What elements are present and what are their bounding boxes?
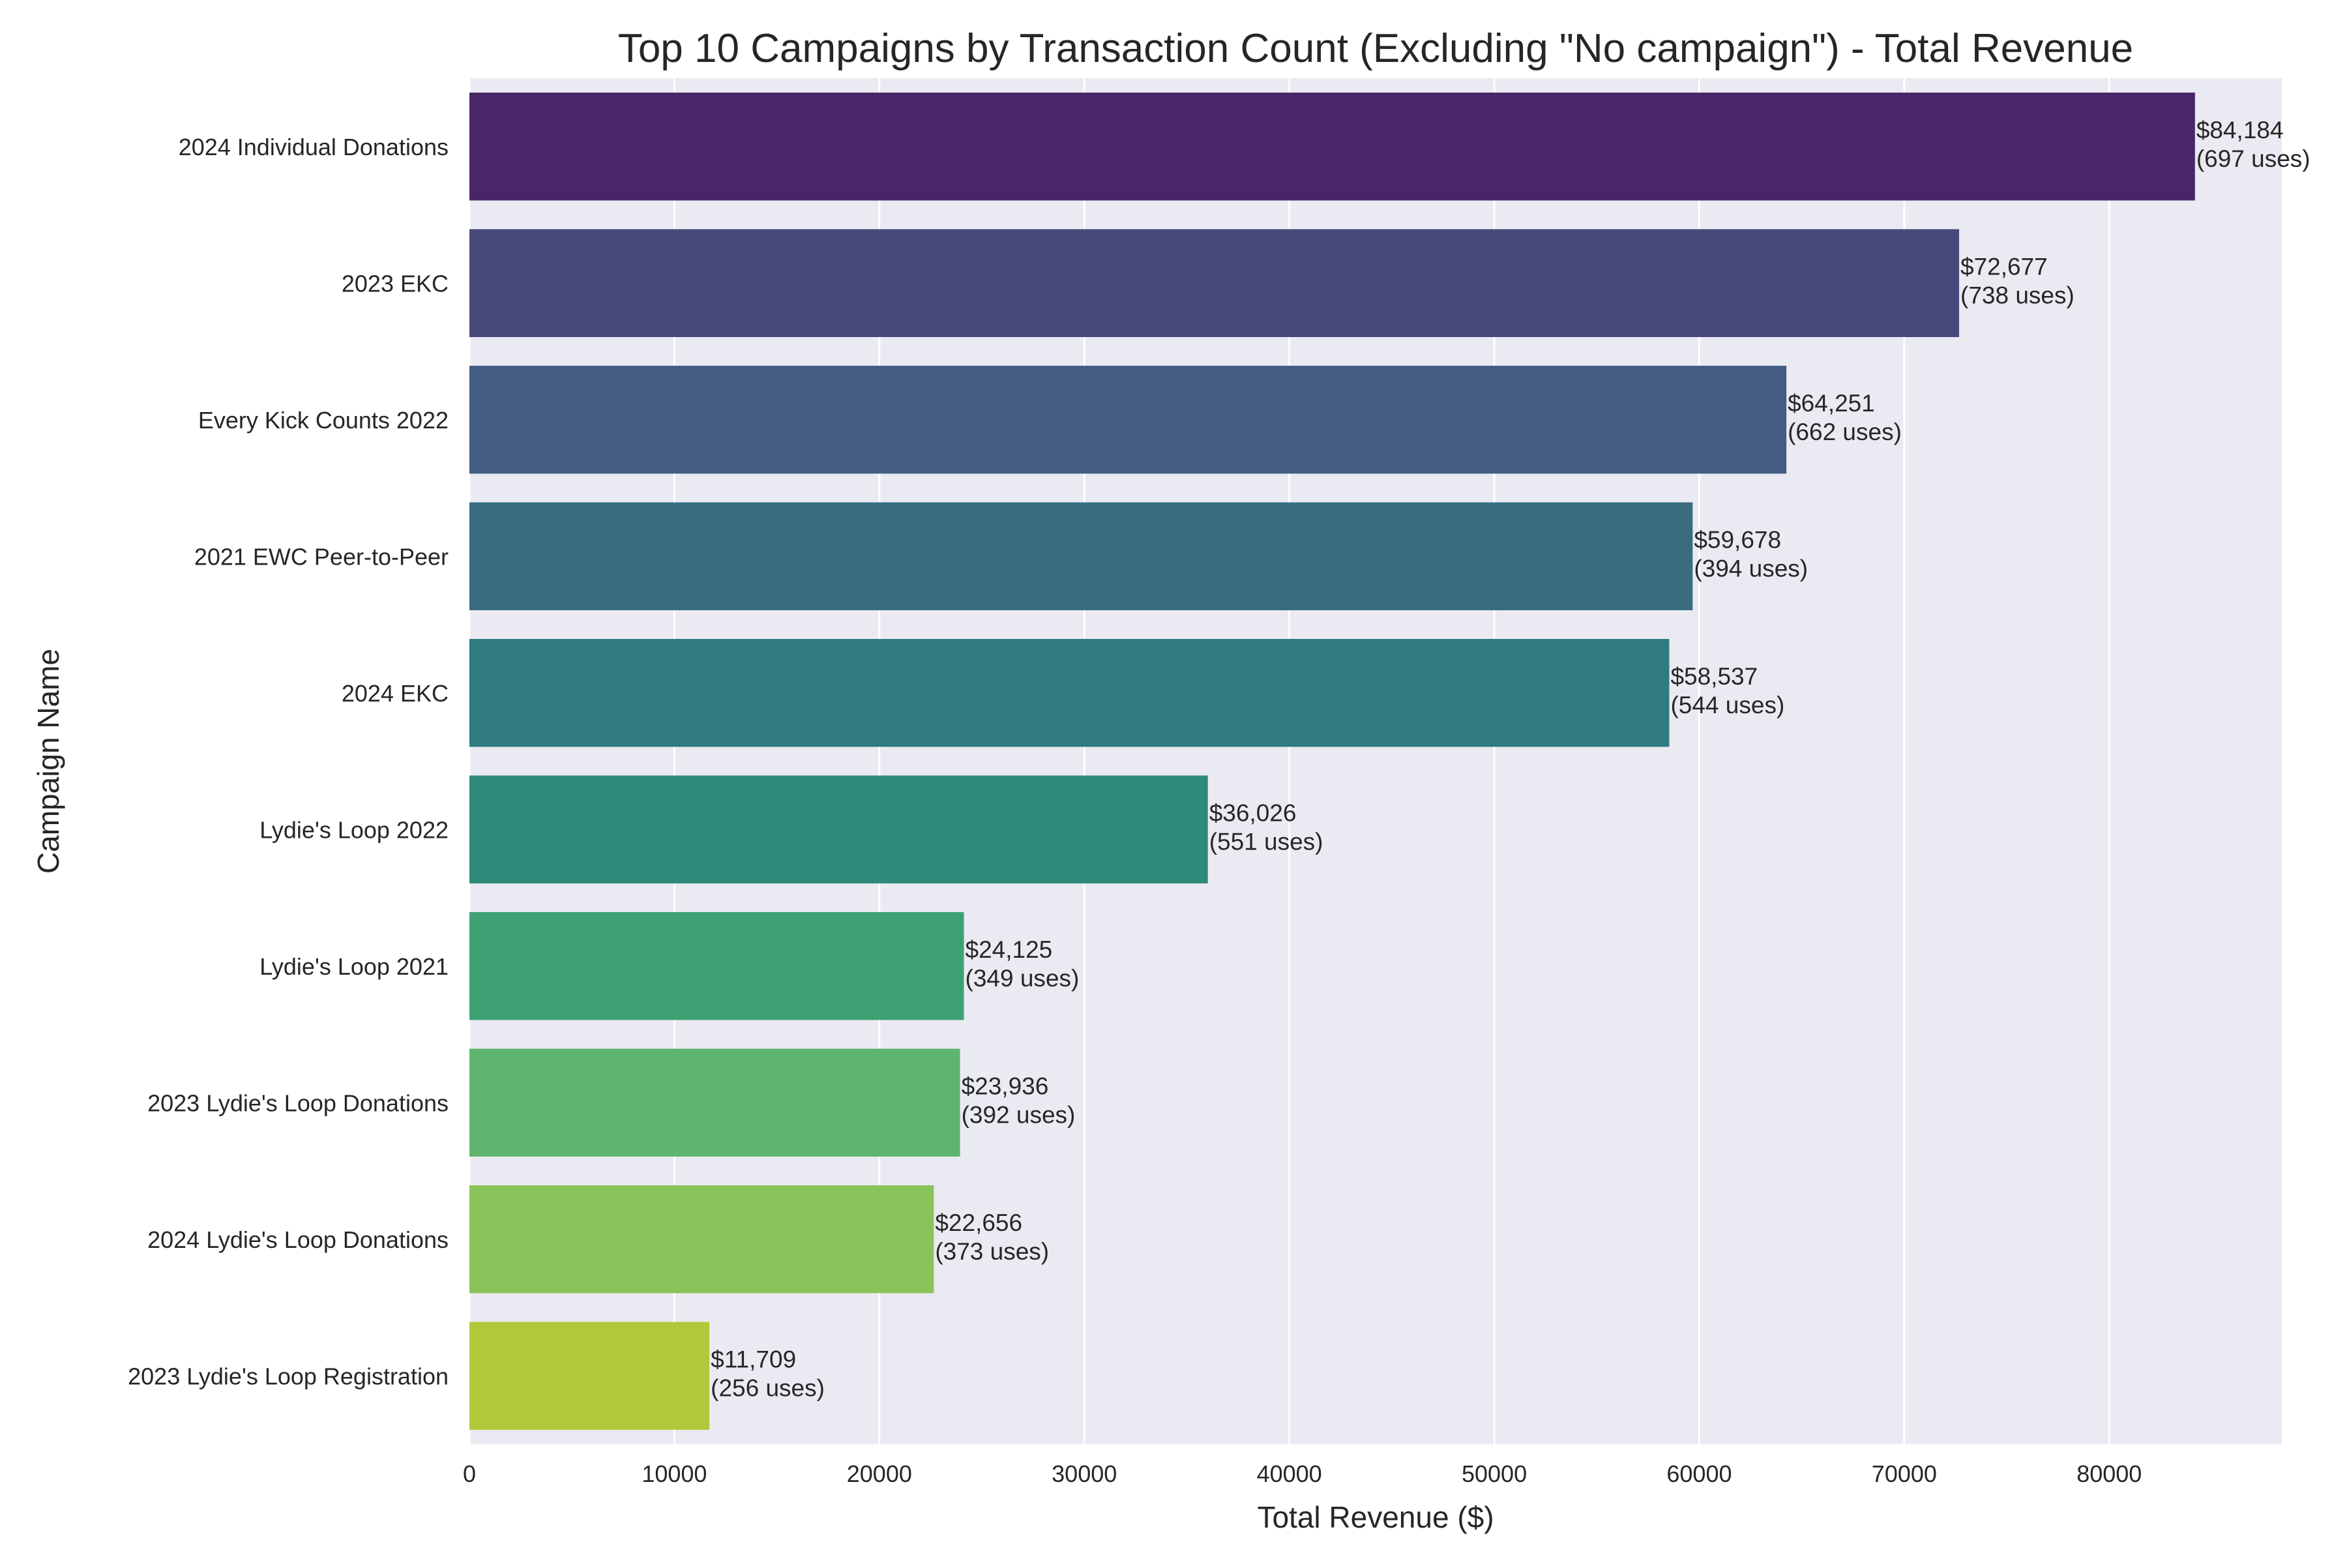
bar <box>469 229 1960 338</box>
bar-uses-label: (738 uses) <box>1960 282 2074 308</box>
bar-value-label: $59,678 <box>1694 526 1781 553</box>
bar <box>469 775 1208 884</box>
y-tick-label: 2024 Lydie's Loop Donations <box>147 1226 449 1253</box>
bar-uses-label: (662 uses) <box>1788 419 1902 445</box>
bar-value-label: $22,656 <box>935 1209 1022 1236</box>
bar-uses-label: (256 uses) <box>711 1374 825 1401</box>
chart-title: Top 10 Campaigns by Transaction Count (E… <box>618 26 2133 71</box>
bar-value-label: $84,184 <box>2196 117 2284 143</box>
bar <box>469 911 964 1020</box>
bar-uses-label: (551 uses) <box>1209 828 1323 855</box>
y-tick-label: Lydie's Loop 2022 <box>259 816 449 843</box>
bar <box>469 92 2195 201</box>
y-tick-label: 2023 Lydie's Loop Donations <box>147 1089 449 1116</box>
bar-uses-label: (392 uses) <box>962 1101 1076 1128</box>
bar <box>469 1322 710 1430</box>
bar-value-label: $36,026 <box>1209 799 1297 826</box>
x-tick-label: 40000 <box>1257 1460 1322 1487</box>
x-tick-label: 20000 <box>847 1460 912 1487</box>
y-tick-label: 2024 Individual Donations <box>179 134 449 160</box>
x-tick-labels: 0 10000 20000 30000 40000 50000 60000 70000 8000… <box>463 1460 2142 1487</box>
bar-uses-label: (349 uses) <box>966 965 1080 992</box>
bar-value-label: $58,537 <box>1670 663 1758 690</box>
bar-value-label: $72,677 <box>1960 253 2048 280</box>
bar <box>469 1048 960 1157</box>
y-tick-label: 2023 Lydie's Loop Registration <box>128 1363 449 1389</box>
bar-uses-label: (544 uses) <box>1670 692 1784 718</box>
y-tick-label: 2024 EKC <box>342 680 449 707</box>
y-tick-label: Every Kick Counts 2022 <box>198 407 449 434</box>
y-axis-label: Campaign Name <box>31 649 65 874</box>
y-tick-label: 2023 EKC <box>342 270 449 297</box>
data-labels: $84,184(697 uses) $72,677(738 uses) $64,25… <box>711 117 2310 1402</box>
bars <box>469 92 2195 1430</box>
x-tick-label: 30000 <box>1052 1460 1117 1487</box>
bar-uses-label: (373 uses) <box>935 1238 1049 1265</box>
y-tick-label: 2021 EWC Peer-to-Peer <box>194 543 449 570</box>
x-tick-label: 80000 <box>2076 1460 2142 1487</box>
y-tick-label: Lydie's Loop 2021 <box>259 953 449 980</box>
bar-value-label: $11,709 <box>711 1346 796 1372</box>
bar <box>469 502 1693 611</box>
bar-uses-label: (697 uses) <box>2196 145 2310 172</box>
x-tick-label: 10000 <box>642 1460 707 1487</box>
bar-uses-label: (394 uses) <box>1694 555 1808 582</box>
y-tick-labels: 2024 Individual Donations 2023 EKC Every K… <box>128 134 449 1390</box>
bar <box>469 638 1670 747</box>
bar <box>469 365 1787 474</box>
bar-value-label: $64,251 <box>1788 390 1875 417</box>
x-tick-label: 60000 <box>1666 1460 1732 1487</box>
x-tick-label: 70000 <box>1872 1460 1937 1487</box>
x-axis-label: Total Revenue ($) <box>1257 1500 1494 1534</box>
x-tick-label: 0 <box>463 1460 476 1487</box>
bar <box>469 1185 934 1294</box>
x-tick-label: 50000 <box>1462 1460 1527 1487</box>
bar-value-label: $24,125 <box>966 936 1053 963</box>
bar-value-label: $23,936 <box>962 1072 1049 1099</box>
